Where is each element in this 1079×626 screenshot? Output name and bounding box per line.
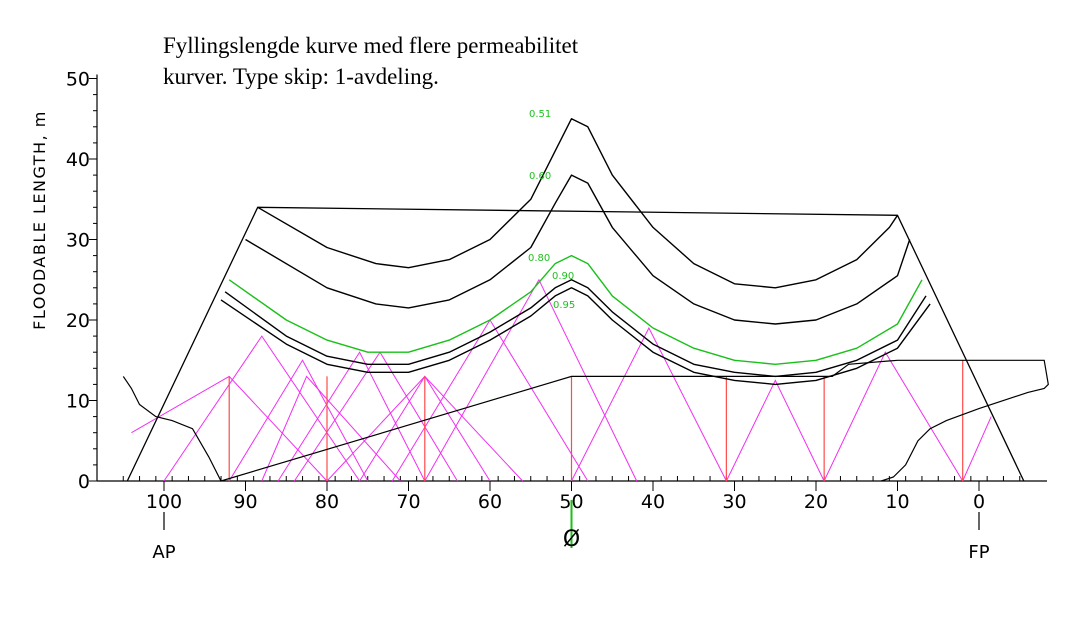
- y-axis-label: FLOODABLE LENGTH, m: [30, 110, 49, 330]
- chart-title: Fyllingslengde kurve med flere permeabil…: [163, 30, 578, 92]
- y-tick-label: 30: [66, 230, 90, 252]
- x-tick-label: 100: [146, 491, 182, 513]
- x-tick-label: 40: [641, 491, 665, 513]
- x-marker-fp: FP: [968, 542, 989, 563]
- x-tick-label: 70: [396, 491, 420, 513]
- series-0-51-line: [257, 117, 899, 289]
- x-marker-ap: AP: [152, 542, 175, 563]
- series-0-95-label: 0.95: [553, 300, 575, 311]
- x-tick-label: 80: [315, 491, 339, 513]
- compartment-triangle: [163, 335, 361, 482]
- series-0-51-label: 0.51: [529, 109, 551, 120]
- x-tick-label: 30: [722, 491, 746, 513]
- series-0-90-line: [224, 279, 927, 378]
- series-0-80-label: 0.80: [528, 253, 550, 264]
- compartment-triangle: [277, 351, 426, 482]
- series-0-90-label: 0.90: [552, 271, 574, 282]
- ship-hull-outline: [122, 359, 1049, 482]
- chart-title-line-2: kurver. Type skip: 1-avdeling.: [163, 64, 439, 89]
- y-tick-label: 10: [66, 391, 90, 413]
- compartment-triangle: [571, 326, 727, 482]
- envelope-line: [126, 206, 1025, 482]
- y-tick-label: 0: [78, 471, 90, 493]
- compartment-triangle: [228, 359, 369, 482]
- chart-title-line-1: Fyllingslengde kurve med flere permeabil…: [163, 33, 579, 58]
- series-0-95-line: [220, 287, 931, 386]
- midship-symbol: Ø: [563, 527, 580, 552]
- y-tick-label: 40: [66, 149, 90, 171]
- compartment-triangle: [962, 416, 992, 482]
- y-tick-label: 20: [66, 310, 90, 332]
- x-tick-label: 90: [233, 491, 257, 513]
- compartment-triangle: [261, 375, 401, 482]
- compartment-triangle: [823, 351, 964, 482]
- series-0-60-label: 0.60: [529, 171, 551, 182]
- x-tick-label: 10: [885, 491, 909, 513]
- series-0-60-line: [245, 174, 911, 325]
- x-tick-label: 20: [804, 491, 828, 513]
- compartment-triangle: [725, 379, 825, 482]
- x-tick-label: 0: [973, 491, 985, 513]
- x-tick-label: 60: [478, 491, 502, 513]
- series-0-80-line: [228, 254, 923, 365]
- y-tick-label: 50: [66, 69, 90, 91]
- compartment-triangle: [424, 278, 638, 482]
